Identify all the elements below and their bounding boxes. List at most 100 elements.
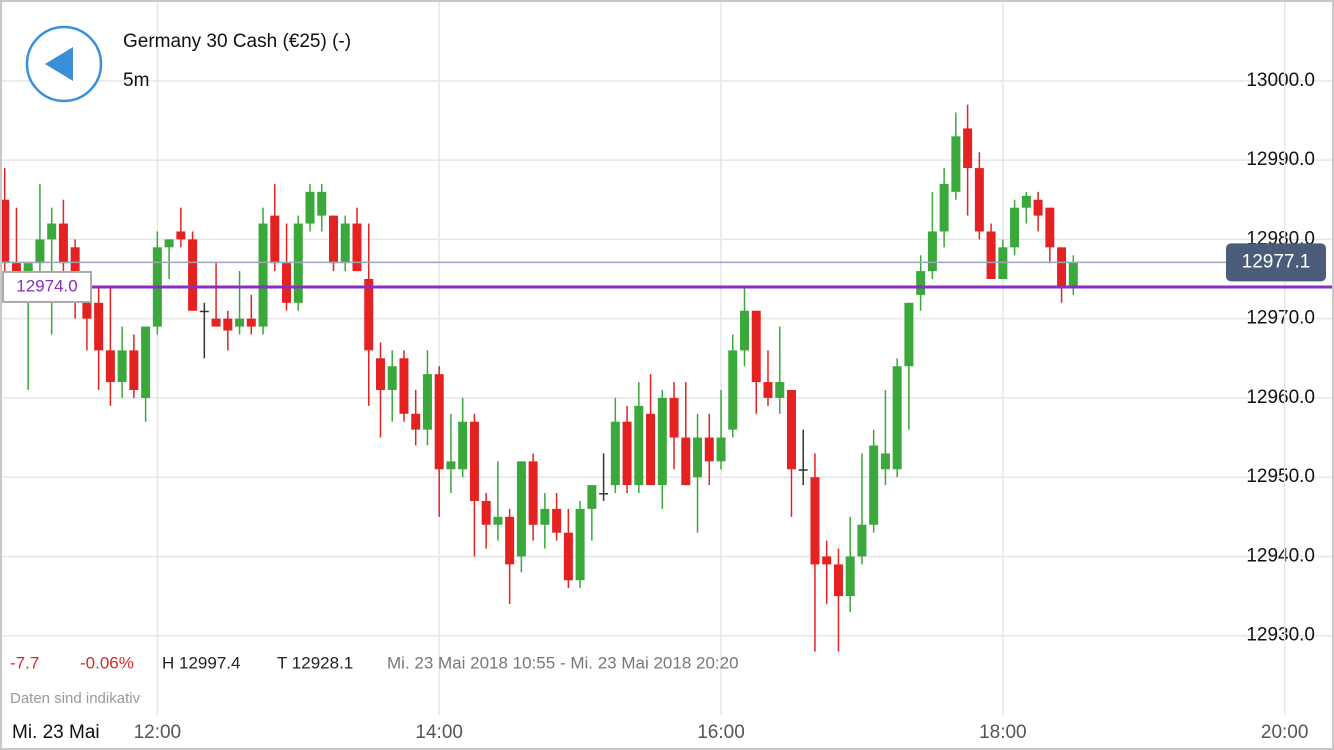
candle-body	[375, 358, 385, 390]
x-tick-label: 14:00	[415, 722, 463, 743]
candle-body	[293, 223, 303, 303]
candle-body	[751, 310, 761, 383]
candle-body	[199, 310, 209, 313]
candle-body	[704, 437, 714, 462]
candle-body	[833, 564, 843, 597]
y-tick-label: 12990.0	[1246, 149, 1315, 170]
candle-body	[1021, 195, 1031, 208]
candle-body	[575, 508, 585, 581]
change: -7.7	[10, 653, 39, 672]
candle-body	[740, 310, 750, 351]
candle-body	[352, 223, 362, 272]
candle-body	[434, 374, 444, 470]
candle-body	[810, 477, 820, 565]
y-tick-label: 13000.0	[1246, 70, 1315, 91]
instrument-title: Germany 30 Cash (€25) (-)	[123, 31, 351, 52]
candle-body	[927, 231, 937, 272]
candle-body	[963, 128, 973, 169]
candle-body	[669, 397, 679, 438]
candle-body	[211, 318, 221, 327]
y-tick-label: 12960.0	[1246, 387, 1315, 408]
candle-body	[998, 247, 1008, 280]
candle-body	[446, 461, 456, 470]
interval[interactable]: 5m	[123, 70, 149, 91]
candle-body	[329, 215, 338, 264]
candle-body	[411, 413, 421, 430]
candle-body	[1033, 199, 1043, 216]
candle-body	[986, 231, 996, 280]
date-label-bg	[2, 716, 122, 748]
candle-body	[422, 374, 432, 430]
level-tag	[2, 270, 92, 303]
candle-body	[587, 485, 597, 509]
candle-body	[0, 199, 10, 264]
candle-body	[552, 508, 562, 533]
y-tick-label: 12940.0	[1246, 545, 1315, 566]
candle-body	[469, 421, 479, 501]
candle-body	[599, 493, 609, 495]
candle-body	[516, 461, 526, 557]
last-price-label: 12977.1	[1242, 251, 1311, 272]
candle-body	[646, 413, 656, 486]
candle-body	[1045, 207, 1055, 248]
candle-body	[904, 302, 914, 367]
x-tick-label: 12:00	[134, 722, 182, 743]
change-percent: -0.06%	[80, 653, 134, 672]
candle-body	[35, 239, 45, 264]
high: H 12997.4	[162, 653, 240, 672]
candle-body	[775, 382, 785, 398]
candle-body	[176, 231, 186, 240]
candle-body	[1068, 262, 1078, 287]
y-tick-label: 12970.0	[1246, 308, 1315, 329]
candle-body	[634, 405, 644, 486]
y-tick-label: 12950.0	[1246, 466, 1315, 487]
candle-body	[951, 136, 961, 192]
candle-body	[563, 532, 573, 581]
time-range: Mi. 23 Mai 2018 10:55 - Mi. 23 Mai 2018 …	[387, 653, 739, 672]
candle-body	[270, 215, 280, 264]
candle-body	[58, 223, 68, 264]
candle-body	[11, 263, 21, 272]
candle-body	[693, 437, 703, 478]
candle-body	[188, 239, 198, 311]
back-arrow	[45, 47, 73, 81]
candle-body	[892, 366, 902, 470]
low: T 12928.1	[277, 653, 353, 672]
candle-body	[763, 382, 773, 398]
candle-body	[939, 183, 949, 232]
x-tick-label: 16:00	[697, 722, 745, 743]
candle-body	[505, 516, 515, 565]
candle-body	[129, 350, 139, 390]
candle-body	[622, 421, 632, 486]
x-tick-label: 20:00	[1261, 722, 1309, 743]
candle-body	[387, 366, 397, 390]
candle-body	[657, 397, 667, 486]
candle-body	[916, 271, 926, 295]
candle-body	[493, 516, 503, 525]
candle-body	[974, 168, 984, 232]
candle-body	[845, 556, 855, 597]
candle-body	[399, 358, 409, 414]
date-label: Mi. 23 Mai	[12, 722, 100, 743]
candle-body	[798, 469, 808, 471]
candle-body	[681, 437, 691, 486]
candle-body	[540, 508, 550, 525]
candle-body	[1010, 207, 1020, 248]
candle-body	[1057, 247, 1067, 287]
candle-body	[282, 263, 292, 303]
candle-body	[716, 437, 726, 462]
candle-body	[364, 279, 374, 351]
candle-body	[822, 556, 832, 565]
candle-body	[94, 302, 104, 351]
disclaimer: Daten sind indikativ	[10, 690, 141, 707]
candle-body	[786, 390, 796, 470]
candle-body	[869, 445, 879, 525]
candle-body	[340, 223, 350, 264]
candle-body	[458, 421, 468, 470]
candle-body	[246, 318, 256, 327]
candle-body	[141, 326, 151, 398]
candle-body	[105, 350, 115, 383]
